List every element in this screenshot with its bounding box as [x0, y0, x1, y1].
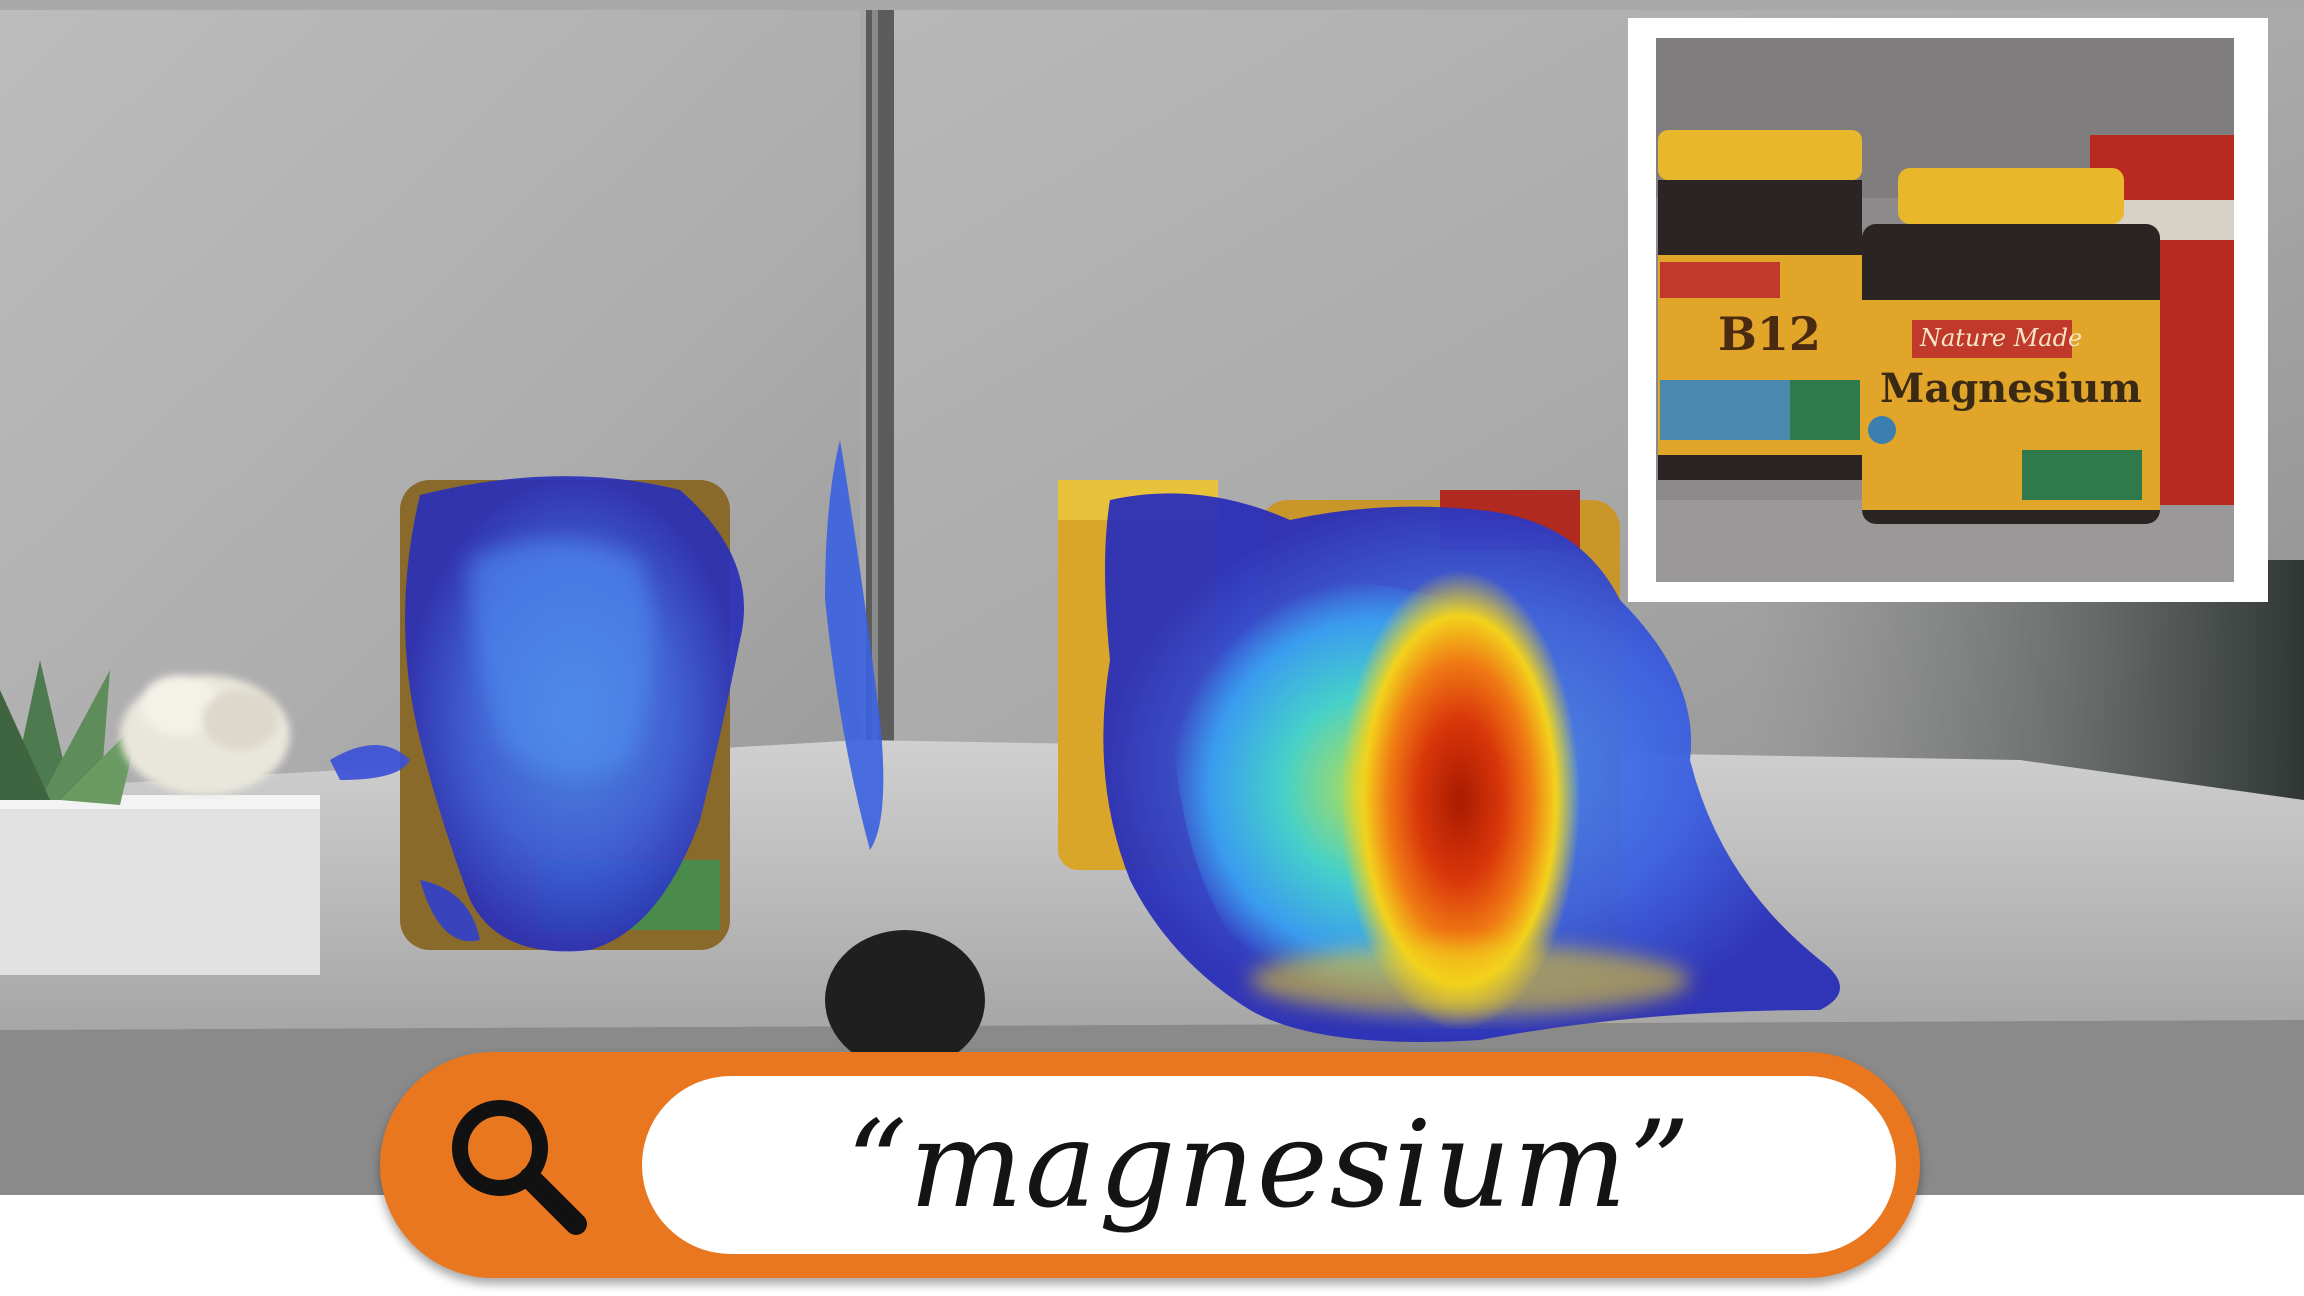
white-flower	[120, 675, 290, 795]
inset-magnesium-label: Magnesium	[1880, 365, 2142, 412]
search-query-field[interactable]: “magnesium”	[642, 1076, 1896, 1254]
inset-brand-text: Nature Made	[1919, 324, 2082, 352]
search-bar[interactable]: “magnesium”	[380, 1052, 1920, 1278]
succulent-plant	[0, 660, 140, 805]
inset-photo: B12 Nature Made Magnesium	[1628, 18, 2268, 602]
planter-box	[0, 795, 320, 975]
search-icon	[442, 1090, 592, 1240]
heatmap-pole-sliver	[825, 440, 884, 850]
heatmap-left-bottle	[330, 476, 744, 952]
search-query-text: “magnesium”	[845, 1095, 1693, 1235]
inset-b12-label: B12	[1718, 307, 1821, 361]
heatmap-magnesium	[1103, 493, 1840, 1042]
black-ball	[825, 930, 985, 1070]
